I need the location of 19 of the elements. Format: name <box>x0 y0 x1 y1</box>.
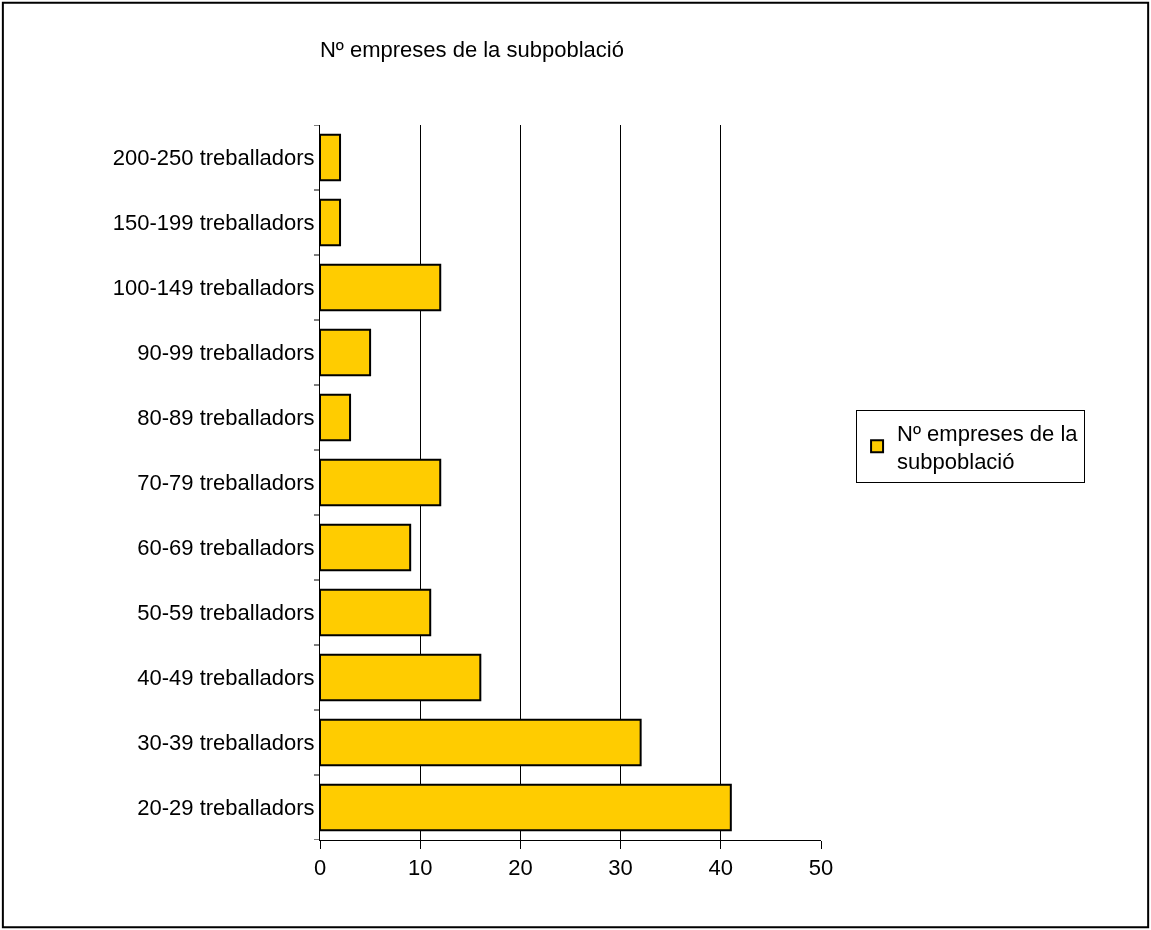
y-tick-label: 80-89 treballadors <box>137 405 315 431</box>
y-tick-label: 20-29 treballadors <box>137 795 315 821</box>
y-tick-label: 100-149 treballadors <box>112 275 315 301</box>
y-tick-label: 60-69 treballadors <box>137 535 315 561</box>
x-tick-label: 40 <box>708 855 734 881</box>
y-tick-label: 200-250 treballadors <box>112 145 315 171</box>
y-tick-label: 90-99 treballadors <box>137 340 315 366</box>
y-tick-label: 50-59 treballadors <box>137 600 315 626</box>
x-tick-label: 0 <box>313 855 327 881</box>
x-tick-label: 20 <box>508 855 533 881</box>
legend-label: Nº empreses de la subpoblació <box>897 420 1079 475</box>
x-tick-label: 30 <box>608 855 633 881</box>
chart-title: Nº empreses de la subpoblació <box>319 37 624 63</box>
y-tick-label: 40-49 treballadors <box>137 665 315 691</box>
y-tick-label: 30-39 treballadors <box>137 730 315 756</box>
y-tick-label: 150-199 treballadors <box>112 210 315 236</box>
y-tick-label: 70-79 treballadors <box>137 470 315 496</box>
x-tick-label: 50 <box>808 855 834 881</box>
x-tick-label: 10 <box>407 855 433 881</box>
